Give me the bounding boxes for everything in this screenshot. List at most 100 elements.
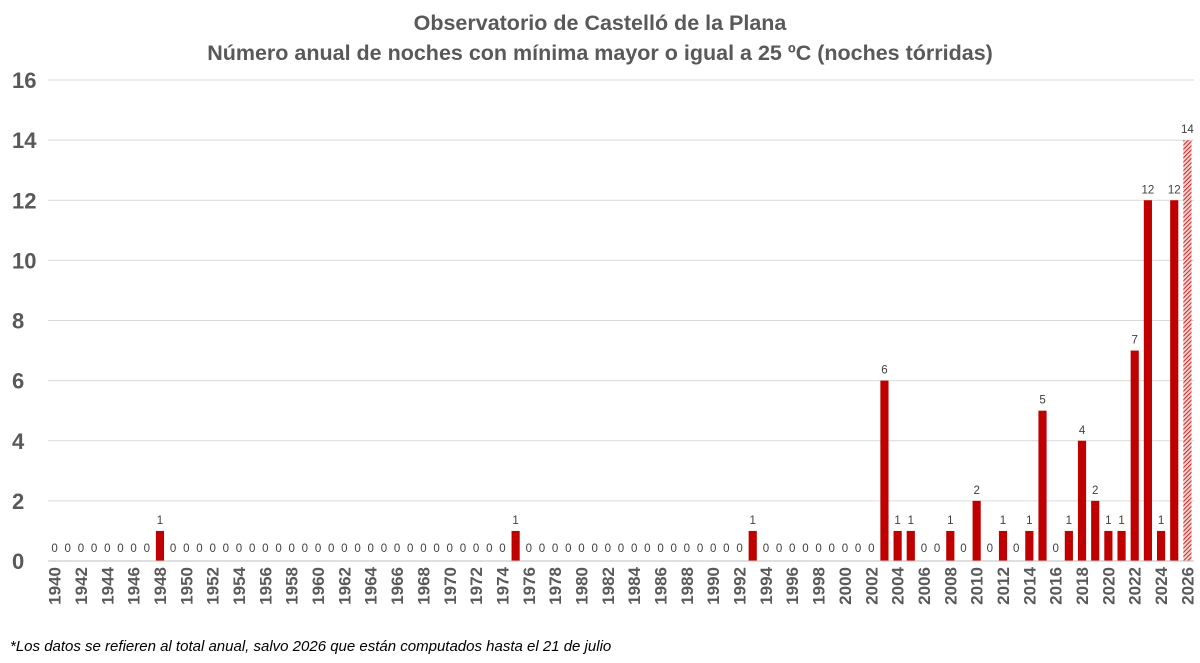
x-tick-label: 2004 [889,566,908,604]
data-label-1960: 0 [315,543,321,555]
x-tick-label: 2022 [1126,567,1145,605]
data-label-1987: 0 [670,543,676,555]
data-label-2012: 1 [1000,515,1006,527]
data-label-1979: 0 [565,543,571,555]
x-tick-label: 2008 [941,567,960,605]
bar-2004 [893,530,902,561]
data-label-2021: 1 [1118,515,1124,527]
data-label-1984: 0 [631,543,637,555]
x-tick-label: 1954 [230,566,249,604]
data-label-2008: 1 [947,515,953,527]
data-label-2002: 0 [868,543,874,555]
data-label-1958: 0 [288,543,294,555]
x-tick-label: 1940 [46,567,65,605]
data-label-2005: 1 [908,515,914,527]
data-label-2007: 0 [934,543,940,555]
data-label-2024: 1 [1158,515,1164,527]
data-label-1953: 0 [223,543,229,555]
data-label-1985: 0 [644,543,650,555]
y-tick-label: 10 [12,248,36,273]
data-label-1964: 0 [368,543,374,555]
data-label-1963: 0 [354,543,360,555]
data-label-2018: 4 [1079,425,1086,437]
x-tick-label: 1994 [757,566,776,604]
x-tick-label: 1964 [362,566,381,604]
chart-subtitle: Número anual de noches con mínima mayor … [207,41,993,65]
data-label-1992: 0 [736,543,742,555]
x-tick-label: 2024 [1152,566,1171,604]
y-tick-label: 6 [12,369,24,394]
y-tick-label: 14 [12,128,37,153]
data-label-1988: 0 [684,543,690,555]
data-label-1968: 0 [420,543,426,555]
data-label-2006: 0 [921,543,927,555]
x-tick-label: 1976 [520,567,539,605]
bar-2018 [1077,440,1087,561]
bar-2022 [1130,350,1139,561]
x-tick-label: 1988 [678,567,697,605]
bar-2020 [1104,530,1113,561]
data-label-1975: 1 [512,515,518,527]
y-tick-label: 4 [12,429,25,454]
data-label-2026: 14 [1181,124,1194,136]
y-tick-label: 16 [12,68,36,93]
x-tick-label: 2006 [915,567,934,605]
data-label-1961: 0 [328,543,334,555]
data-label-1996: 0 [789,543,795,555]
data-labels: 0 0 0 0 0 0 0 010 0 0 0 0 0 0 0 0 0 0 0 0 0 0 0 0 0 0 0 0 0 0 0 0 010 0 0 0… [51,124,1194,555]
data-label-1998: 0 [815,543,821,555]
bar-2014 [1025,530,1034,561]
x-tick-label: 1986 [652,567,671,605]
data-label-1980: 0 [578,543,584,555]
x-tick-label: 1946 [125,567,144,605]
y-tick-label: 0 [12,549,24,574]
bar-2005 [906,530,915,561]
data-label-2000: 0 [842,543,848,555]
data-label-1954: 0 [236,543,242,555]
data-label-1997: 0 [802,543,808,555]
data-label-1969: 0 [433,543,439,555]
data-label-1971: 0 [460,543,466,555]
bar-2008 [946,530,955,561]
data-label-2014: 1 [1026,515,1032,527]
bar-2021 [1117,530,1126,561]
x-tick-label: 1960 [309,567,328,605]
data-label-1989: 0 [697,543,703,555]
data-label-2022: 7 [1132,335,1138,347]
y-axis-ticks: 0 2 4 6 8 10 12 14 16 [12,68,37,574]
x-tick-label: 1962 [335,567,354,605]
bar-2025 [1170,200,1179,561]
data-label-2013: 0 [1013,543,1019,555]
data-label-1940: 0 [51,543,57,555]
x-tick-label: 1984 [625,566,644,604]
data-label-2009: 0 [960,543,966,555]
x-tick-label: 2012 [994,567,1013,605]
data-label-1986: 0 [657,543,663,555]
data-label-1951: 0 [196,543,202,555]
x-tick-label: 1966 [388,567,407,605]
x-tick-label: 2020 [1099,567,1118,605]
data-label-1999: 0 [829,543,835,555]
data-label-1952: 0 [209,543,215,555]
y-tick-label: 12 [12,188,36,213]
data-label-1948: 1 [157,515,163,527]
bar-2026 [1183,140,1192,561]
data-label-1944: 0 [104,543,110,555]
data-label-1970: 0 [447,543,453,555]
data-label-1993: 1 [750,515,756,527]
x-tick-label: 2002 [862,567,881,605]
data-label-1943: 0 [91,543,97,555]
data-label-2020: 1 [1105,515,1111,527]
bar-1948 [155,530,165,561]
data-label-1945: 0 [117,543,123,555]
data-label-1991: 0 [723,543,729,555]
data-label-1955: 0 [249,543,255,555]
data-label-1959: 0 [302,543,308,555]
bar-2010 [972,500,981,561]
x-tick-label: 1990 [704,567,723,605]
x-tick-label: 1996 [783,567,802,605]
data-label-1957: 0 [275,543,281,555]
chart-title: Observatorio de Castelló de la Plana [414,11,788,35]
data-label-1956: 0 [262,543,268,555]
